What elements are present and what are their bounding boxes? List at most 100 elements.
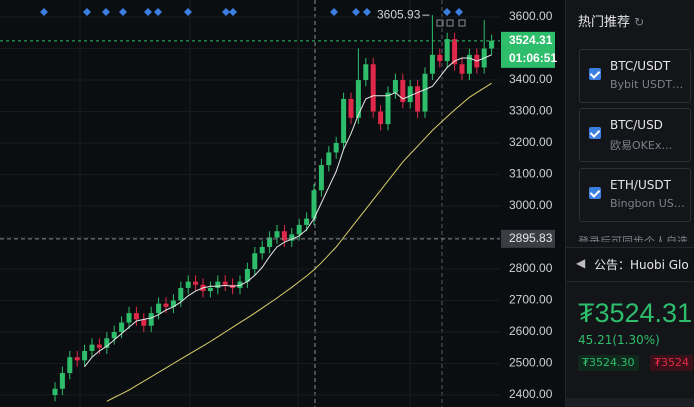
candle-body — [378, 111, 384, 125]
candle-body — [355, 80, 361, 118]
moving-average — [84, 54, 492, 368]
candle-body — [452, 39, 458, 65]
y-tick-label: 3000.00 — [509, 198, 553, 212]
candle-body — [281, 231, 287, 241]
candle-body — [259, 246, 265, 254]
candle-body — [459, 64, 465, 74]
candle-body — [489, 40, 495, 49]
candle-body — [148, 313, 154, 326]
pair-card[interactable]: ETH/USDT Bingbon US… — [579, 168, 691, 222]
y-tick-label: 3100.00 — [509, 167, 553, 181]
candle-body — [333, 143, 339, 153]
candle-body — [89, 344, 95, 351]
pair: ETH/USDT — [610, 178, 671, 192]
speaker-icon: ◀ — [576, 256, 586, 270]
candle-body — [67, 357, 73, 373]
candle-body — [170, 300, 176, 307]
candle-body — [429, 54, 435, 74]
marker-outlines — [436, 19, 466, 27]
crosshair-box — [501, 229, 555, 248]
candle-body — [274, 231, 280, 238]
candle-body — [74, 357, 80, 361]
high-annotation: 3605.93 — [377, 7, 421, 21]
candle-body — [104, 338, 110, 348]
candle-body — [422, 73, 428, 112]
y-tick-label: 2800.00 — [509, 261, 553, 275]
notice-label: 公告： — [594, 258, 631, 272]
last-price: ₮3524.31 — [578, 298, 693, 328]
login-hint: 登录后可同步个人自选 — [578, 235, 688, 242]
candle-body — [444, 39, 450, 62]
title-text: 热门推荐 — [578, 15, 631, 30]
candle-body — [341, 98, 347, 144]
pair-card[interactable]: BTC/USD 欧易OKEx… — [579, 108, 691, 162]
candle-body — [437, 54, 443, 62]
candle-body — [385, 92, 391, 125]
candle-body — [304, 218, 310, 225]
candle-body — [207, 287, 213, 292]
candle-body — [400, 80, 406, 103]
countdown: 01:06:51 — [509, 51, 557, 65]
candle-body — [296, 224, 302, 235]
candle-body — [415, 86, 421, 112]
candle-body — [326, 152, 332, 166]
crosshair-label: 2895.83 — [509, 231, 553, 245]
exchange: 欧易OKEx… — [610, 139, 673, 152]
y-tick-label: 3300.00 — [509, 104, 553, 118]
y-tick-label: 3200.00 — [509, 135, 553, 149]
candle-body — [52, 388, 58, 396]
exchange: Bybit USDT… — [610, 78, 684, 91]
checkbox[interactable] — [589, 187, 601, 199]
candle-body — [96, 344, 102, 348]
notice-text: 公告：Huobi Glo — [594, 256, 689, 273]
candle-body — [141, 319, 147, 326]
sidebar-title: 热门推荐 ↻ — [578, 11, 644, 30]
moving-average — [106, 82, 492, 402]
notice-bar[interactable]: ◀ 公告：Huobi Glo — [566, 247, 694, 282]
candle-body — [163, 303, 169, 307]
checkbox[interactable] — [589, 127, 601, 139]
candle-body — [119, 322, 125, 333]
pair-card[interactable]: BTC/USDT Bybit USDT… — [579, 49, 691, 103]
candle-body — [363, 64, 369, 81]
candle-body — [111, 332, 117, 339]
candle-body — [370, 64, 376, 112]
bottom-bar — [566, 398, 694, 407]
candle-body — [237, 281, 243, 288]
price-change: 45.21(1.30%) — [578, 333, 660, 347]
candle-body — [215, 281, 221, 288]
chart: 2400.002500.002600.002700.002800.002900.… — [0, 0, 557, 407]
last-price-label: 3524.31 — [509, 33, 553, 47]
checkbox[interactable] — [589, 68, 601, 80]
y-tick-label: 3600.00 — [509, 9, 553, 23]
vertical-grid — [79, 0, 411, 407]
candle-body — [392, 80, 398, 93]
candle-body — [185, 281, 191, 288]
notice: Huobi Glo — [630, 258, 689, 272]
candle-body — [193, 281, 199, 285]
candle-body — [126, 313, 132, 323]
candle-body — [59, 372, 65, 389]
sidebar: 热门推荐 ↻ BTC/USDT Bybit USDT… BTC/USD 欧易OKEx… — [565, 0, 694, 407]
refresh-icon[interactable]: ↻ — [634, 15, 645, 29]
candle-body — [311, 190, 317, 219]
last-price-box — [501, 31, 555, 68]
y-tick-label: 2500.00 — [509, 356, 553, 370]
signal-markers — [40, 8, 463, 16]
y-tick-label: 3400.00 — [509, 72, 553, 86]
candle-body — [178, 287, 184, 301]
candle-body — [267, 237, 273, 247]
candle-body — [252, 253, 258, 270]
y-tick-label: 2400.00 — [509, 387, 553, 401]
candle-body — [348, 98, 354, 118]
candle-body — [133, 313, 139, 320]
candle-body — [289, 234, 295, 241]
candle-body — [407, 86, 413, 103]
pair: BTC/USD — [610, 118, 663, 132]
ask-badge: ₮3524 — [650, 355, 693, 371]
y-tick-label: 2700.00 — [509, 293, 553, 307]
candle-body — [318, 165, 324, 191]
pair: BTC/USDT — [610, 59, 671, 73]
candle-body — [156, 303, 162, 314]
